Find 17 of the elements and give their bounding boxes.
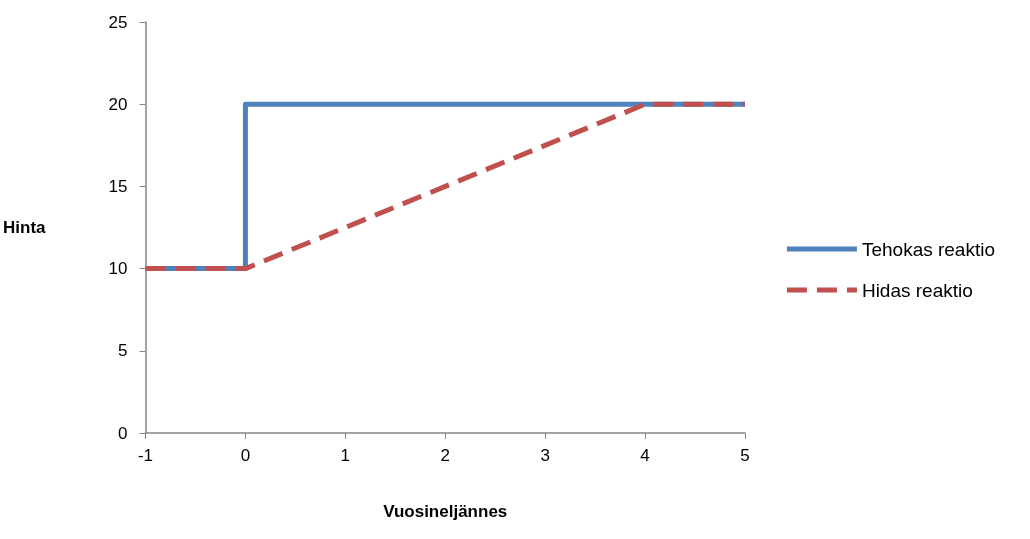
x-tick-label: 4 [640, 446, 650, 465]
y-tick-label: 5 [118, 341, 128, 361]
x-tick-label: 3 [540, 446, 550, 465]
y-tick-label: 0 [118, 423, 128, 443]
y-axis-title: Hinta [3, 218, 47, 237]
x-tick-label: 2 [440, 446, 450, 465]
y-tick-label: 20 [108, 94, 128, 114]
x-tick-label: 1 [340, 446, 351, 465]
y-tick-label: 25 [108, 12, 128, 32]
legend-label: Hidas reaktio [861, 279, 973, 301]
x-tick-label: -1 [137, 446, 154, 465]
y-tick-label: 15 [108, 176, 128, 196]
x-axis-title: Vuosineljännes [383, 502, 508, 521]
legend-label: Tehokas reaktio [861, 238, 995, 260]
x-tick-label: 0 [240, 446, 251, 465]
x-tick-label: 5 [740, 446, 750, 465]
y-tick-label: 10 [108, 259, 128, 279]
